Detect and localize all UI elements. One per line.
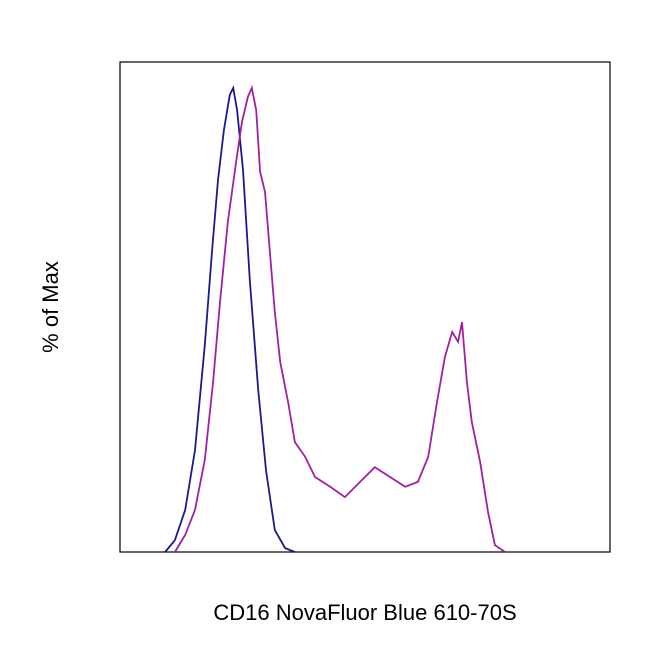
histogram-line	[174, 85, 506, 553]
x-axis-label: CD16 NovaFluor Blue 610-70S	[213, 600, 516, 625]
plot-frame	[119, 61, 611, 553]
histogram-line	[164, 85, 296, 553]
y-axis-label: % of Max	[38, 261, 63, 353]
